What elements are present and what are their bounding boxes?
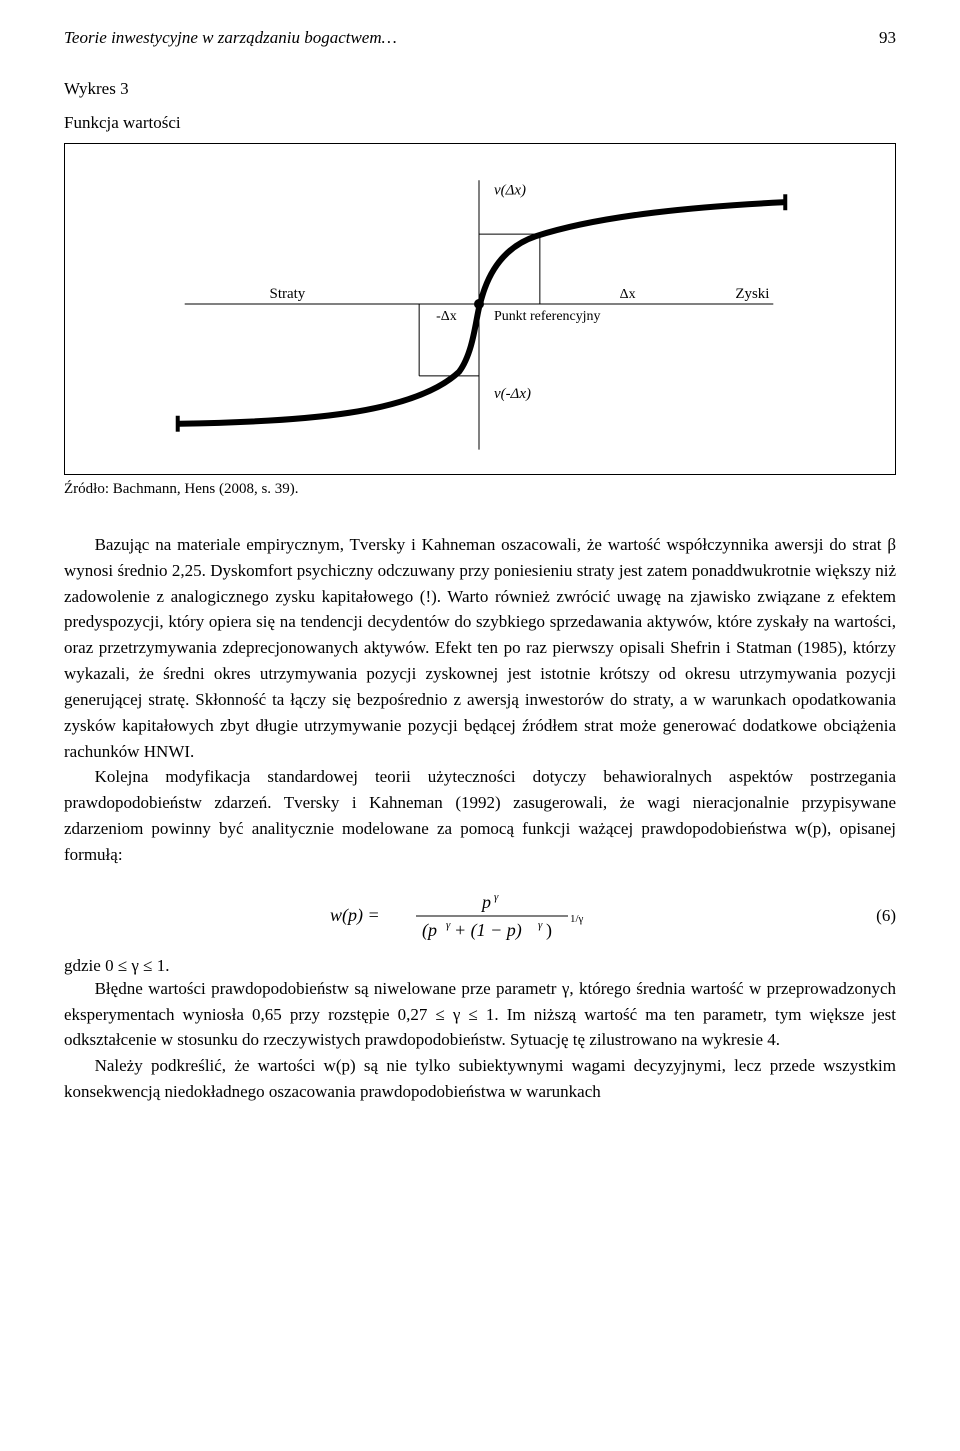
eq-numerator-p: p [480,892,491,912]
figure-box: v(Δx) Straty -Δx Punkt referencyjny Δx Z… [64,143,896,475]
eq-denom-open: (p [422,920,437,941]
value-function-chart: v(Δx) Straty -Δx Punkt referencyjny Δx Z… [65,144,895,474]
figure-source: Źródło: Bachmann, Hens (2008, s. 39). [64,481,896,498]
value-curve [180,202,784,423]
equation-6: w(p) = p γ (p γ + (1 − p) γ ) 1/γ (6) [64,886,896,946]
figure-label-1: Wykres 3 [64,76,896,102]
eq-denom-exp1: γ [446,919,451,931]
figure-label-2: Funkcja wartości [64,110,896,136]
label-straty: Straty [270,286,306,302]
label-zyski: Zyski [735,286,769,302]
paragraph-2: Kolejna modyfikacja standardowej teorii … [64,764,896,867]
label-v-dx: v(Δx) [494,182,526,198]
eq-denom-mid: + (1 − p) [454,920,522,941]
label-minus-dx: -Δx [436,309,457,324]
running-title: Teorie inwestycyjne w zarządzaniu bogact… [64,28,397,48]
paragraph-3: Błędne wartości prawdopodobieństw są niw… [64,976,896,1053]
eq-outer-exp: 1/γ [570,913,584,925]
label-v-minus-dx: v(-Δx) [494,386,531,402]
eq-denom-exp2: γ [538,919,543,931]
eq-lhs: w(p) = [330,905,380,926]
paragraph-4: Należy podkreślić, że wartości w(p) są n… [64,1053,896,1105]
eq-numerator-exp: γ [494,891,499,903]
gdzie-line: gdzie 0 ≤ γ ≤ 1. [64,956,896,976]
eq-denom-close: ) [546,920,552,941]
equation-number: (6) [876,906,896,926]
label-dx: Δx [620,287,636,302]
page-number: 93 [879,28,896,48]
equation-6-svg: w(p) = p γ (p γ + (1 − p) γ ) 1/γ [330,886,630,946]
paragraph-1: Bazując na materiale empirycznym, Tversk… [64,532,896,764]
running-header: Teorie inwestycyjne w zarządzaniu bogact… [64,28,896,48]
reference-point-dot [474,299,484,309]
label-punkt-referencyjny: Punkt referencyjny [494,309,601,324]
